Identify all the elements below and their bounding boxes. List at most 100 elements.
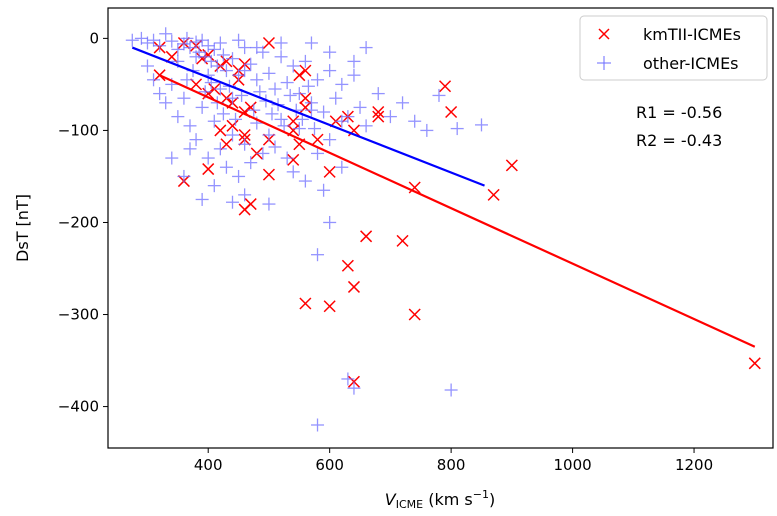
data-point-other-64 (207, 114, 221, 128)
data-point-other-62 (195, 100, 209, 114)
data-point-kmtii-32 (293, 69, 306, 82)
data-point-other-18 (210, 59, 224, 73)
axis-ticks: 400 600 800 1000 1200 0 −100 −200 −300 −400 (58, 29, 713, 474)
data-point-other-131 (250, 41, 264, 55)
data-point-other-111 (265, 107, 279, 121)
data-point-kmtii-12 (190, 78, 203, 91)
data-point-other-120 (311, 248, 325, 262)
y-tick-label: −300 (58, 306, 99, 324)
data-points (125, 27, 761, 432)
data-point-kmtii-36 (311, 133, 324, 146)
data-point-other-54 (147, 73, 161, 87)
x-tick-label: 400 (194, 456, 223, 474)
data-point-other-17 (207, 42, 221, 56)
data-point-kmtii-57 (323, 300, 336, 313)
data-point-kmtii-46 (487, 188, 500, 201)
data-point-other-108 (247, 103, 261, 117)
data-point-other-29 (268, 82, 282, 96)
legend-label-kmtii: kmTII-ICMEs (643, 25, 741, 44)
legend-box (579, 15, 768, 81)
data-point-kmtii-56 (299, 297, 312, 310)
data-point-other-93 (189, 50, 203, 64)
data-point-other-3 (147, 33, 161, 47)
data-point-kmtii-44 (439, 80, 452, 93)
data-point-other-69 (238, 137, 252, 151)
data-point-other-46 (383, 110, 397, 124)
y-tick-label: 0 (89, 29, 99, 47)
data-point-kmtii-19 (244, 101, 257, 114)
y-tick-label: −400 (58, 398, 99, 416)
data-point-other-60 (183, 119, 197, 133)
data-point-other-81 (311, 146, 325, 160)
data-point-kmtii-23 (238, 128, 251, 142)
data-point-other-79 (298, 174, 312, 188)
data-point-other-127 (359, 41, 373, 55)
data-point-other-130 (274, 36, 288, 50)
data-point-other-48 (408, 114, 422, 128)
data-point-other-13 (195, 33, 209, 47)
x-tick-label: 800 (437, 456, 466, 474)
annotations: R1 = -0.56 R2 = -0.43 (636, 103, 722, 150)
data-point-kmtii-53 (396, 234, 409, 247)
data-point-kmtii-27 (262, 168, 275, 181)
data-point-other-19 (213, 36, 227, 50)
data-point-other-117 (301, 79, 315, 93)
data-point-kmtii-34 (299, 92, 312, 105)
data-point-kmtii-51 (244, 198, 257, 211)
data-point-other-114 (283, 88, 297, 102)
data-point-other-31 (280, 76, 294, 90)
data-point-kmtii-37 (323, 165, 336, 178)
fit-line-other (131, 46, 485, 187)
data-point-other-78 (292, 122, 306, 136)
data-point-kmtii-49 (202, 163, 215, 176)
data-point-kmtii-20 (214, 124, 227, 137)
fit-line-kmtii (159, 74, 756, 348)
x-axis-title: VICME (km s−1) (385, 488, 495, 511)
data-point-other-99 (180, 73, 194, 87)
data-point-other-84 (335, 160, 349, 174)
data-point-other-58 (171, 110, 185, 124)
data-point-other-128 (304, 36, 318, 50)
data-point-kmtii-29 (287, 115, 300, 128)
data-point-kmtii-42 (372, 110, 385, 123)
data-point-other-0 (125, 33, 139, 47)
data-point-other-106 (229, 112, 243, 126)
x-tick-label: 1000 (553, 456, 591, 474)
data-point-other-118 (307, 122, 321, 136)
data-point-other-80 (304, 103, 318, 117)
data-point-other-5 (159, 27, 173, 41)
annotation-r2: R2 = -0.43 (636, 131, 722, 150)
data-point-other-92 (262, 197, 276, 211)
data-point-other-72 (256, 146, 270, 160)
legend-marker-other (597, 56, 611, 70)
data-point-kmtii-4 (196, 52, 209, 65)
data-point-other-10 (183, 41, 197, 55)
data-point-other-53 (140, 59, 154, 73)
data-point-kmtii-60 (748, 357, 761, 370)
data-point-other-36 (311, 73, 325, 87)
data-point-other-38 (323, 64, 337, 78)
data-point-other-132 (232, 33, 246, 47)
data-point-other-34 (298, 54, 312, 68)
regression-lines (131, 46, 756, 348)
data-point-kmtii-45 (445, 105, 458, 119)
data-point-other-83 (323, 133, 337, 147)
data-point-other-40 (335, 77, 349, 91)
data-point-kmtii-58 (408, 308, 421, 321)
data-point-other-24 (238, 41, 252, 55)
data-point-other-51 (450, 122, 464, 136)
data-point-other-56 (159, 96, 173, 110)
data-point-other-39 (329, 91, 343, 105)
x-tick-label: 1200 (675, 456, 713, 474)
data-point-other-15 (201, 39, 215, 53)
data-point-other-129 (323, 45, 337, 59)
data-point-other-44 (359, 119, 373, 133)
data-point-other-96 (225, 91, 239, 105)
data-point-other-47 (396, 96, 410, 110)
data-point-other-77 (286, 165, 300, 179)
data-point-other-74 (268, 140, 282, 154)
legend-marker-kmtii (598, 28, 610, 40)
data-point-other-66 (219, 160, 233, 174)
data-point-other-32 (286, 59, 300, 73)
data-point-other-4 (153, 39, 167, 53)
